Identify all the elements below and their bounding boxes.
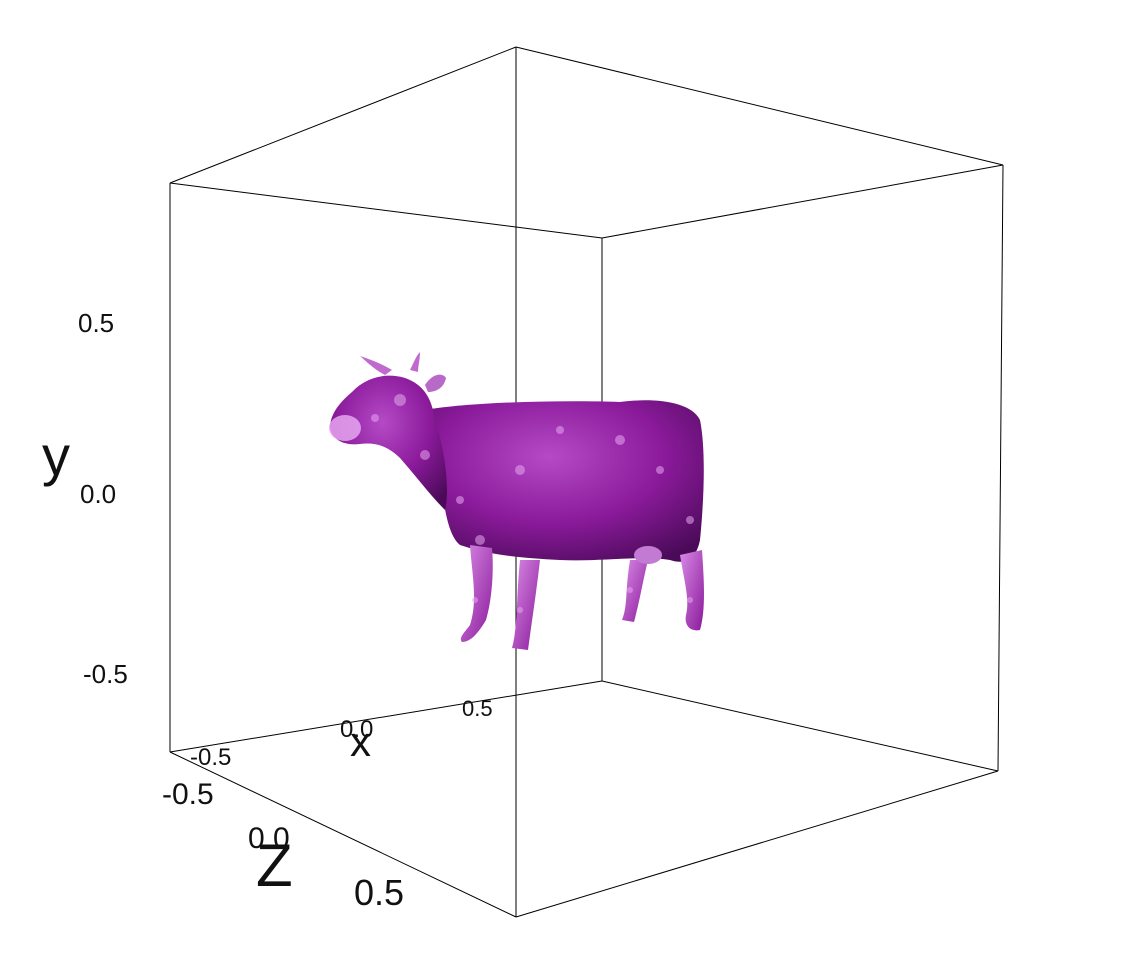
box-edge [169, 182, 603, 239]
cow-horn-right [410, 352, 420, 372]
box-edge [169, 46, 517, 184]
cow-leg-back-near [680, 550, 704, 631]
cow-head [330, 375, 447, 510]
box-edge [515, 46, 1004, 166]
box-edge [515, 770, 999, 918]
z-tick-label: 0.5 [354, 872, 404, 913]
x-axis: -0.5 0.0 0.5 x [190, 696, 493, 771]
y-axis: 0.5 0.0 -0.5 y [42, 308, 128, 689]
box-edge [601, 164, 1004, 239]
x-axis-label: x [350, 718, 371, 765]
x-tick-label: 0.0 [340, 716, 373, 743]
cow-muzzle [329, 415, 361, 441]
z-axis-label: Z [256, 832, 293, 899]
y-tick-label: -0.5 [83, 659, 128, 689]
x-tick-label: 0.5 [462, 696, 493, 721]
box-edge [169, 751, 517, 918]
box-edge [169, 680, 603, 753]
y-tick-label: 0.0 [80, 479, 116, 509]
cow-horn-left [360, 356, 392, 375]
y-axis-label: y [42, 424, 70, 487]
cow-leg-front-near [460, 545, 493, 642]
y-tick-label: 0.5 [78, 308, 114, 338]
box-edge [601, 680, 999, 772]
z-tick-label: 0.0 [248, 822, 290, 855]
cow-surface [329, 352, 704, 650]
cow-leg-front-far [512, 560, 540, 650]
cow-leg-back-far [622, 560, 648, 622]
cow-ear [425, 374, 446, 392]
z-axis: -0.5 0.0 0.5 Z [162, 778, 404, 913]
cow-body [423, 400, 704, 562]
box-edge [997, 164, 1004, 772]
cow-texture [371, 394, 694, 613]
z-tick-label: -0.5 [162, 778, 214, 811]
cow-udder [634, 546, 662, 564]
x-tick-label: -0.5 [190, 744, 231, 771]
